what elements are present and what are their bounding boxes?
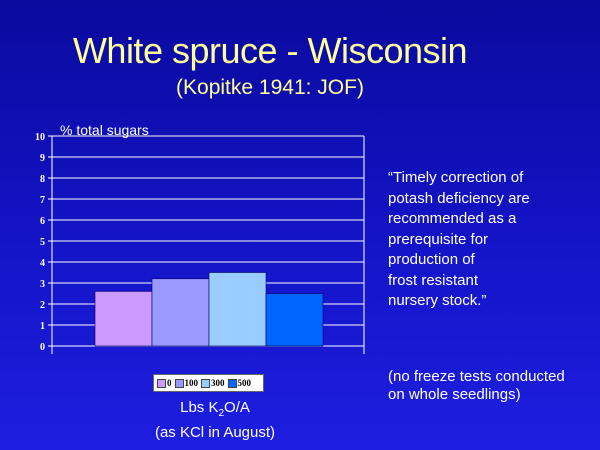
bar-300	[208, 272, 267, 347]
y-tick-label: 9	[40, 153, 45, 164]
quote-line: frost resistant	[388, 271, 479, 289]
legend-label: 0	[167, 378, 172, 388]
legend-label: 300	[211, 378, 225, 388]
x-axis-label: Lbs K2O/A (as KCl in August)	[130, 398, 300, 442]
note-text: (no freeze tests conducted on whole seed…	[388, 368, 593, 404]
legend-label: 500	[237, 378, 252, 388]
legend-label: 100	[184, 378, 199, 388]
y-tick-label: 10	[35, 132, 45, 143]
legend-item: 300	[201, 378, 225, 388]
slide-title: White spruce - Wisconsin	[72, 30, 468, 71]
y-tick-label: 3	[40, 279, 45, 290]
y-tick-label: 7	[40, 195, 45, 206]
quote-text: “Timely correction of potash deficiency …	[388, 168, 588, 312]
bar-0	[94, 291, 153, 347]
legend-swatch	[157, 378, 166, 388]
x-axis-label-suffix: O/A	[224, 399, 250, 416]
y-axis-label: % total sugars	[60, 122, 149, 138]
y-tick-label: 6	[40, 216, 45, 227]
chart-legend: 0 100 300 500	[153, 374, 264, 392]
quote-line: recommended as a	[388, 210, 517, 227]
x-axis-label-line2: (as KCl in August)	[154, 424, 276, 441]
x-axis-label-subscript: 2	[218, 408, 225, 419]
bar-100	[151, 278, 210, 347]
legend-swatch	[174, 378, 184, 388]
legend-swatch	[227, 378, 237, 388]
y-tick-label: 5	[40, 237, 45, 248]
legend-item: 500	[227, 378, 252, 388]
note-line: (no freeze tests conducted	[388, 368, 565, 385]
y-tick-label: 2	[40, 300, 45, 311]
slide-subtitle: (Kopitke 1941: JOF)	[176, 76, 364, 99]
quote-line: nursery stock.”	[388, 292, 487, 309]
y-tick-label: 0	[40, 342, 45, 353]
quote-line: prerequisite for	[388, 230, 489, 248]
y-tick-label: 8	[40, 174, 45, 185]
note-line: on whole seedlings)	[388, 386, 521, 403]
legend-item: 100	[174, 378, 199, 388]
y-tick-label: 4	[40, 258, 45, 269]
legend-swatch	[201, 378, 210, 388]
y-tick-label: 1	[40, 321, 45, 332]
bar-500	[265, 293, 324, 347]
quote-line: production of	[388, 251, 475, 268]
x-axis-label-prefix: Lbs K	[180, 399, 219, 416]
quote-line: potash deficiency are	[388, 189, 530, 207]
quote-line: “Timely correction of	[388, 169, 524, 186]
legend-item: 0	[157, 378, 172, 388]
